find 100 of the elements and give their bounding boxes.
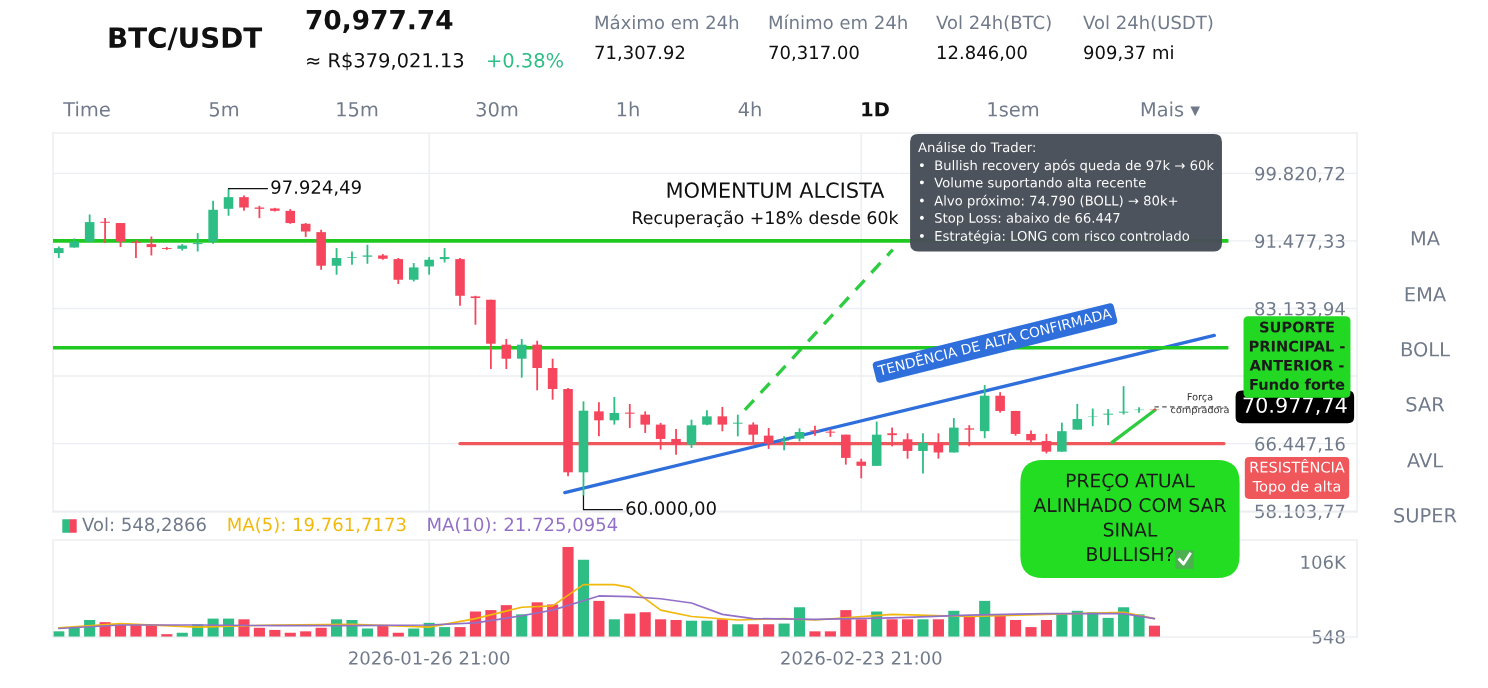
- text: 1h: [617, 101, 639, 117]
- bar: [701, 620, 713, 637]
- text: Vol 24h(USDT): [1083, 15, 1213, 32]
- candlestick: [547, 357, 558, 401]
- text: 30m: [476, 101, 518, 117]
- bar: [655, 619, 667, 637]
- candlestick: [146, 235, 157, 257]
- text: EMA: [1405, 287, 1447, 302]
- candlestick: [733, 413, 743, 438]
- bar: [670, 620, 682, 637]
- bar: [747, 624, 759, 637]
- text: 70,977.74: [306, 9, 453, 34]
- bar: [608, 619, 620, 637]
- x-tick-label: 2026-02-23 21:00: [781, 651, 942, 665]
- candlestick: [964, 424, 975, 448]
- candlestick: [1087, 407, 1098, 428]
- bar: [562, 547, 574, 637]
- ref-line-label: 70.977,74: [1243, 397, 1347, 416]
- candlestick: [84, 213, 95, 243]
- candlestick: [624, 403, 635, 429]
- candlestick: [362, 243, 373, 265]
- candlestick: [825, 428, 836, 438]
- candlestick: [470, 294, 481, 326]
- bar: [932, 619, 944, 637]
- bar: [732, 624, 744, 637]
- bar: [917, 619, 929, 637]
- bar: [855, 619, 867, 637]
- bar: [1102, 617, 1114, 637]
- annotation: 60.000,00: [626, 501, 716, 517]
- candlestick: [594, 401, 604, 438]
- y-tick-label: 91.477,33: [1255, 234, 1345, 250]
- text: 4h: [738, 101, 761, 117]
- candlestick: [501, 338, 512, 370]
- candlestick: [532, 339, 542, 392]
- candlestick: [347, 250, 357, 266]
- text: 1sem: [988, 102, 1039, 117]
- line-series: [57, 595, 1156, 630]
- candlestick: [841, 433, 851, 466]
- bar: [1071, 610, 1083, 637]
- candlestick: [779, 435, 789, 452]
- candlestick: [717, 406, 728, 433]
- candlestick: [331, 247, 342, 276]
- annotation: PREÇO ATUAL ALINHADO COM SAR SINAL BULLISH?: [1033, 473, 1226, 562]
- bar: [593, 600, 605, 637]
- annotation: Análise do Trader: • Bullish recovery após queda de 97k → 60k • Volume suportando alta recente • Alvo próximo: 74.790 (BOLL) → 80k+ • Stop Loss: abaixo de 66.447 • Estratégia: LONG com risco controlado: [918, 141, 1215, 244]
- text: Mais ▾: [1141, 101, 1201, 117]
- annotation: SUPORTE PRINCIPAL - ANTERIOR - Fundo forte: [1249, 321, 1345, 390]
- candlestick: [115, 222, 126, 249]
- bar: [454, 627, 466, 637]
- bar: [716, 619, 728, 637]
- candlestick: [655, 422, 666, 451]
- bar: [1040, 620, 1052, 637]
- y-tick-label: 58.103,77: [1255, 504, 1345, 521]
- text: BOLL: [1401, 341, 1450, 357]
- text: Time: [63, 101, 110, 117]
- bar: [624, 613, 636, 637]
- text: MA: [1411, 231, 1440, 246]
- bar: [963, 616, 975, 637]
- y-tick-label: 66.447,16: [1255, 437, 1345, 453]
- text: AVL: [1407, 453, 1443, 468]
- candlestick: [408, 262, 419, 283]
- text: MA(5): 19.761,7173: [228, 517, 406, 534]
- text: 12.846,00: [937, 45, 1027, 62]
- candlestick: [192, 232, 203, 253]
- text: 15m: [337, 102, 378, 117]
- y-tick-label: 548: [1312, 630, 1345, 644]
- annotation: 97.924,49: [271, 180, 361, 196]
- candlestick: [1010, 410, 1021, 437]
- bar: [901, 619, 914, 637]
- candlestick: [131, 238, 141, 259]
- text: MA(10): 21.725,0954: [428, 517, 618, 534]
- candlestick: [516, 338, 527, 379]
- candlestick: [1103, 408, 1113, 427]
- text: 71,307.92: [595, 45, 685, 62]
- y-tick-label: 83.133,94: [1255, 301, 1345, 318]
- text: Máximo em 24h: [595, 14, 739, 30]
- candlestick: [918, 432, 928, 475]
- candlestick: [223, 187, 234, 217]
- bar: [1010, 620, 1022, 637]
- candlestick: [856, 457, 867, 480]
- text: SUPER: [1394, 507, 1457, 523]
- text: SAR: [1406, 396, 1445, 412]
- y-tick-label: 99.820,72: [1255, 166, 1345, 183]
- bar: [639, 612, 651, 637]
- candlestick: [1118, 385, 1129, 416]
- legend-label: Vol: 548,2866: [82, 517, 206, 534]
- bar: [809, 631, 821, 637]
- text: 5m: [209, 102, 239, 117]
- candlestick: [100, 217, 110, 244]
- x-tick-label: 2026-01-26 21:00: [349, 651, 510, 665]
- annotation: RESISTÊNCIA Topo de alta: [1250, 458, 1345, 495]
- candlestick: [393, 257, 404, 285]
- bar: [1025, 627, 1037, 637]
- candlestick: [671, 428, 681, 456]
- bar: [577, 559, 590, 637]
- text: +0.38%: [488, 52, 563, 68]
- text: ≈ R$379,021.13: [307, 52, 464, 71]
- text: Vol 24h(BTC): [936, 15, 1051, 32]
- y-tick-label: 106K: [1301, 555, 1347, 570]
- bar: [130, 624, 142, 637]
